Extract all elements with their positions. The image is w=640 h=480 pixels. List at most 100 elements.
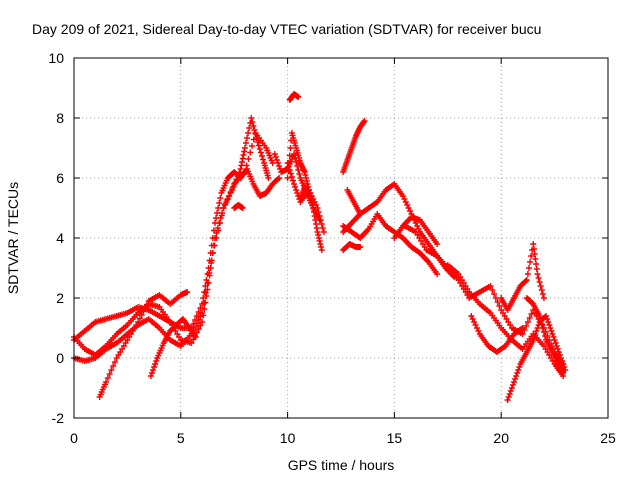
data-point-marker: [547, 325, 554, 331]
data-point-marker: [106, 371, 113, 377]
data-point-marker: [244, 135, 251, 141]
data-point-marker: [318, 247, 325, 253]
data-point-marker: [516, 364, 523, 370]
x-tick-label: 25: [600, 430, 616, 446]
data-point-marker: [199, 319, 206, 325]
data-point-marker: [239, 159, 246, 165]
data-point-marker: [285, 163, 292, 170]
data-point-marker: [140, 308, 147, 315]
data-point-marker: [357, 244, 364, 250]
data-point-marker: [513, 373, 520, 379]
series-track-q: [391, 214, 441, 247]
y-tick-label: 0: [56, 350, 64, 366]
data-point-marker: [556, 352, 563, 358]
data-point-marker: [272, 154, 279, 160]
data-point-marker: [153, 358, 160, 364]
data-point-marker: [227, 189, 234, 195]
x-axis-ticks: 0 5 10 15 20 25: [70, 58, 616, 446]
data-point-marker: [151, 364, 158, 370]
data-point-marker: [274, 160, 281, 166]
data-point-marker: [237, 166, 244, 172]
y-tick-label: 4: [56, 230, 64, 246]
data-point-marker: [195, 317, 202, 323]
series-track-i: [284, 160, 327, 235]
data-point-marker: [303, 178, 310, 184]
data-point-marker: [135, 319, 142, 325]
data-point-marker: [537, 317, 544, 323]
data-point-marker: [545, 319, 552, 325]
data-point-marker: [142, 305, 149, 311]
data-point-marker: [274, 176, 281, 182]
data-point-marker: [143, 301, 150, 308]
data-point-marker: [304, 181, 311, 187]
data-point-marker: [197, 313, 204, 320]
data-point-marker: [211, 242, 218, 249]
data-point-marker: [236, 169, 243, 176]
data-point-marker: [251, 127, 258, 133]
data-point-marker: [528, 253, 535, 259]
data-point-marker: [250, 136, 257, 143]
data-point-marker: [192, 334, 199, 340]
data-point-marker: [526, 315, 533, 321]
x-tick-label: 10: [280, 430, 296, 446]
data-point-marker: [315, 235, 322, 241]
x-tick-label: 0: [70, 430, 78, 446]
data-point-marker: [494, 299, 501, 305]
data-point-marker: [313, 225, 320, 231]
series-track-v: [504, 313, 569, 403]
data-point-marker: [511, 379, 518, 385]
data-point-marker: [257, 149, 264, 156]
data-point-marker: [559, 358, 566, 364]
data-point-marker: [504, 397, 511, 403]
data-point-marker: [535, 322, 542, 328]
data-point-marker: [229, 185, 236, 191]
data-point-marker: [522, 278, 529, 284]
y-tick-label: -2: [52, 410, 65, 426]
data-point-marker: [530, 337, 537, 343]
data-point-marker: [284, 175, 291, 181]
data-point-marker: [303, 175, 310, 181]
x-tick-label: 5: [177, 430, 185, 446]
data-point-marker: [531, 251, 538, 257]
data-point-marker: [254, 139, 261, 145]
data-point-marker: [200, 295, 207, 301]
data-point-marker: [534, 271, 541, 277]
data-point-marker: [317, 241, 324, 247]
data-point-marker: [248, 115, 255, 121]
data-point-marker: [293, 159, 300, 165]
data-point-marker: [289, 177, 296, 184]
data-point-marker: [492, 295, 499, 301]
data-point-marker: [201, 306, 208, 312]
series-track-f: [231, 202, 246, 211]
data-point-marker: [199, 310, 206, 316]
data-point-marker: [527, 259, 534, 265]
data-point-marker: [206, 270, 213, 276]
data-point-marker: [489, 287, 496, 293]
y-tick-label: 8: [56, 110, 64, 126]
data-point-marker: [241, 169, 248, 175]
data-point-marker: [284, 160, 291, 166]
series-track-u: [498, 241, 547, 313]
data-point-marker: [554, 346, 561, 352]
data-point-marker: [238, 162, 245, 169]
data-point-marker: [276, 163, 283, 169]
data-marks: [71, 91, 569, 403]
data-point-marker: [103, 379, 110, 385]
data-point-marker: [530, 241, 537, 247]
data-point-marker: [533, 261, 540, 267]
data-point-marker: [314, 205, 321, 211]
data-point-marker: [295, 167, 302, 173]
y-tick-label: 6: [56, 170, 64, 186]
data-point-marker: [519, 331, 526, 337]
data-point-marker: [305, 190, 312, 196]
data-point-marker: [535, 275, 542, 281]
chart-title: Day 209 of 2021, Sidereal Day-to-day VTE…: [32, 21, 541, 37]
data-point-marker: [434, 241, 441, 247]
series-track-e: [147, 316, 199, 379]
data-point-marker: [512, 376, 519, 382]
data-point-marker: [150, 367, 157, 373]
y-axis-ticks: -2 0 2 4 6 8 10: [48, 50, 608, 426]
grid-lines: [74, 58, 608, 418]
data-point-marker: [555, 349, 562, 355]
data-point-marker: [241, 145, 248, 151]
